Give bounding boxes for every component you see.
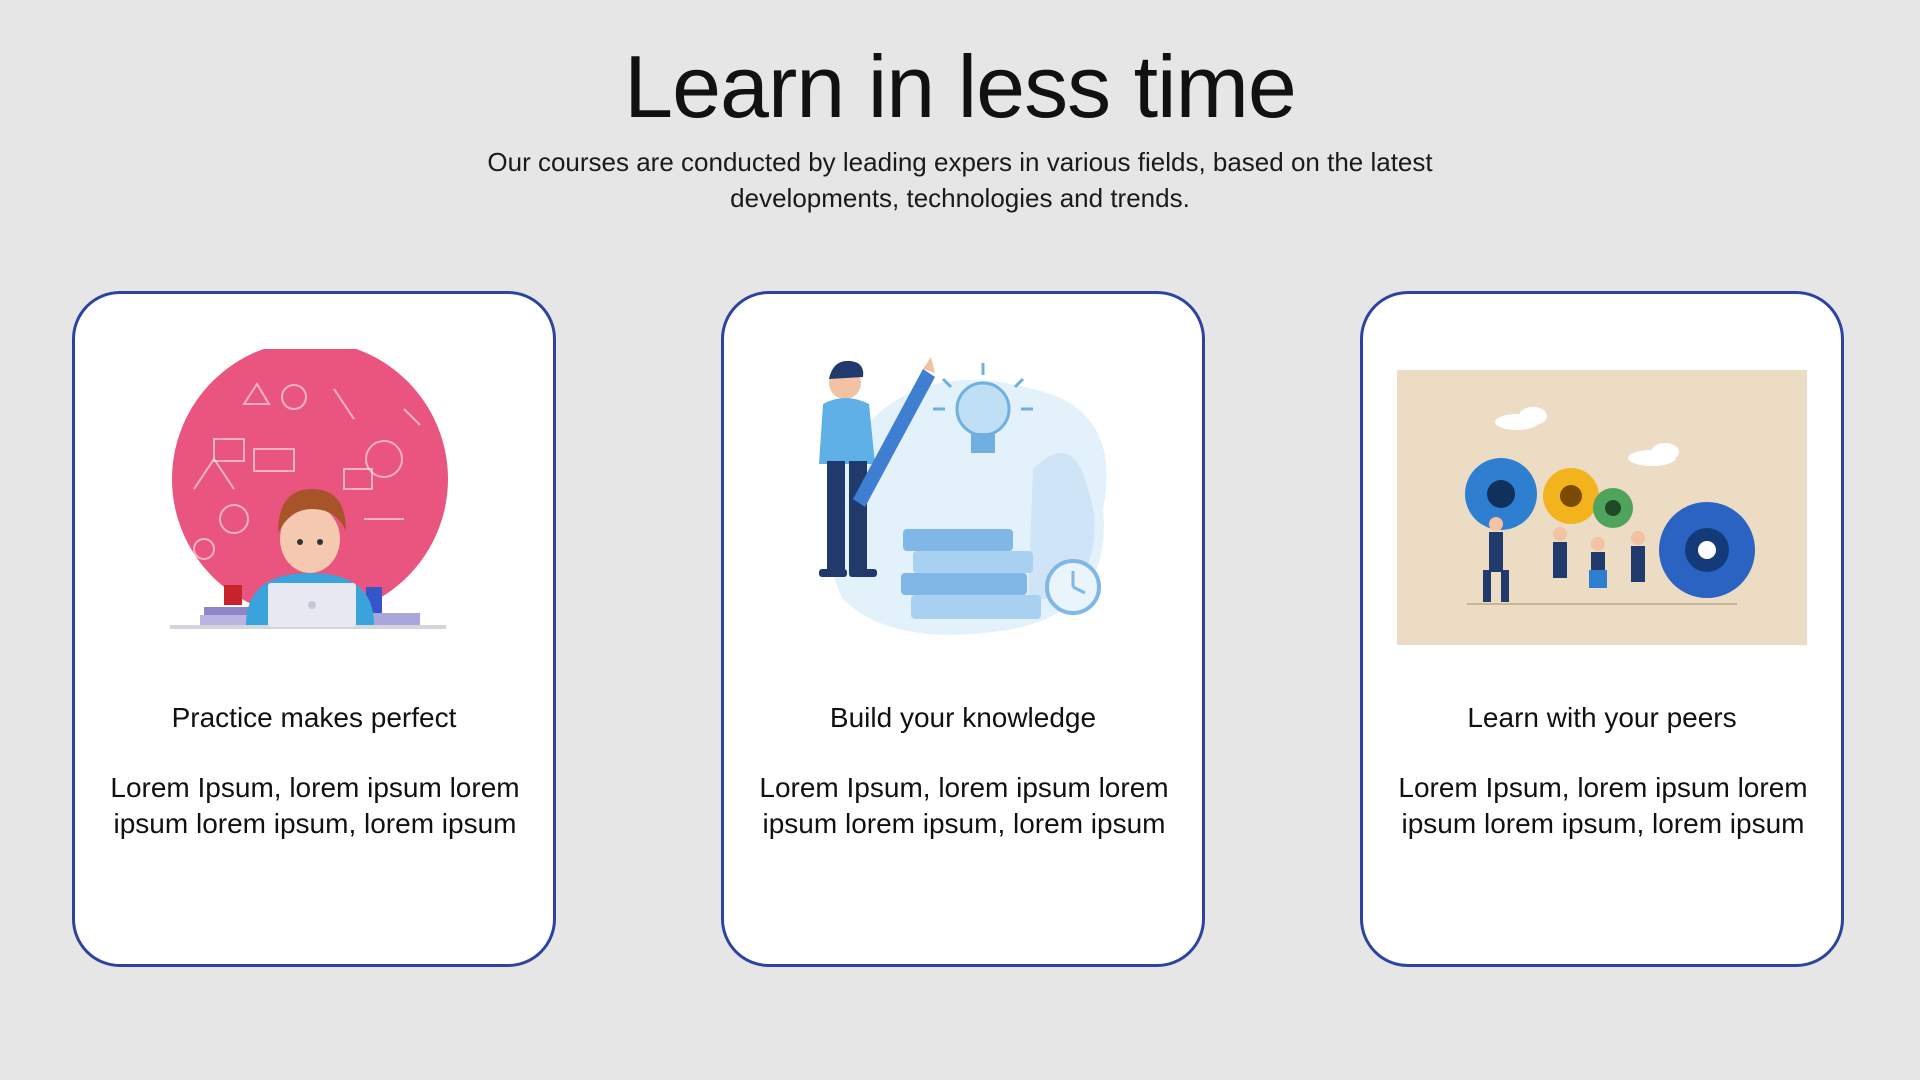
feature-card-knowledge: Build your knowledge Lorem Ipsum, lorem … <box>721 291 1205 967</box>
card-title: Build your knowledge <box>829 702 1097 733</box>
feature-card-peers: Learn with your peers Lorem Ipsum, lorem… <box>1360 291 1844 967</box>
card-body: Lorem Ipsum, lorem ipsum lorem ipsum lor… <box>1398 772 1808 839</box>
feature-card-practice: Practice makes perfect Lorem Ipsum, lore… <box>72 291 556 967</box>
card-body: Lorem Ipsum, lorem ipsum lorem ipsum lor… <box>110 772 520 839</box>
card-body: Lorem Ipsum, lorem ipsum lorem ipsum lor… <box>759 772 1169 839</box>
card-title: Practice makes perfect <box>171 702 457 733</box>
page-title: Learn in less time <box>624 37 1297 136</box>
card-title: Learn with your peers <box>1467 702 1737 733</box>
books-lightbulb-illustration <box>819 357 1107 635</box>
page-subtitle: Our courses are conducted by leading exp… <box>487 147 1433 213</box>
team-gears-illustration <box>1397 370 1807 645</box>
student-laptop-illustration <box>170 349 448 629</box>
